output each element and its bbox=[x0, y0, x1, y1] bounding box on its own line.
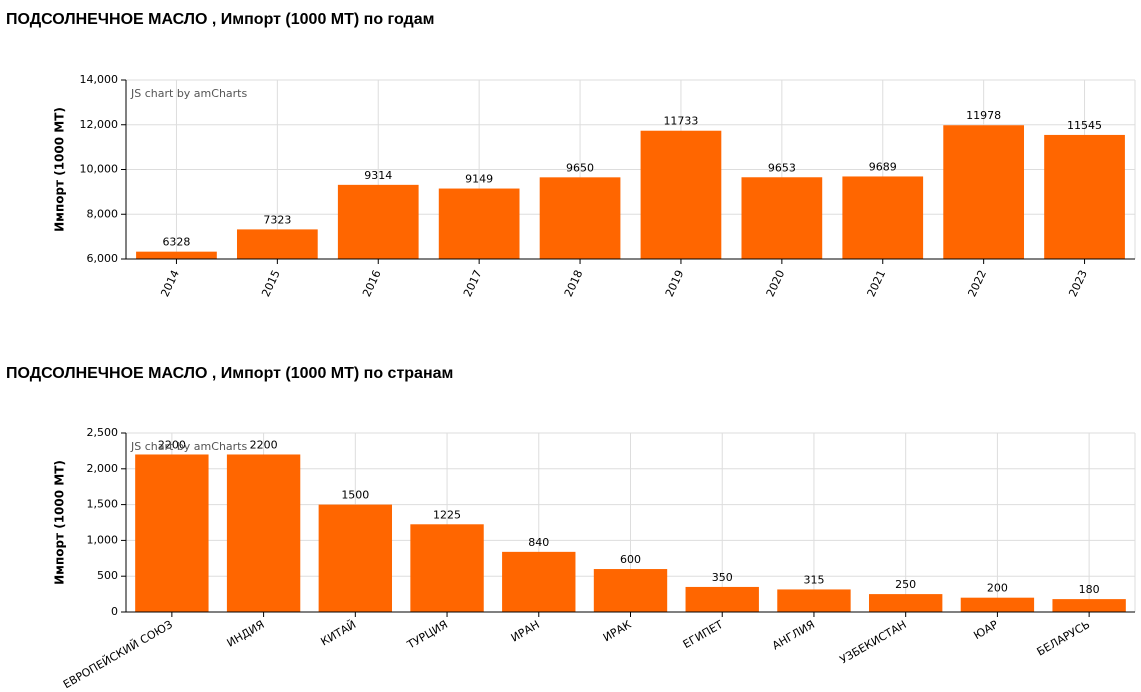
y-tick-label: 500 bbox=[97, 569, 118, 582]
x-tick-label: УЗБЕКИСТАН bbox=[838, 618, 909, 667]
value-label: 600 bbox=[620, 553, 641, 566]
value-label: 2200 bbox=[158, 438, 186, 451]
value-label: 7323 bbox=[263, 213, 291, 226]
bar bbox=[741, 177, 823, 259]
value-label: 250 bbox=[895, 578, 916, 591]
value-label: 350 bbox=[712, 571, 733, 584]
bar bbox=[960, 597, 1035, 612]
y-tick-label: 1,000 bbox=[87, 533, 119, 546]
x-tick-label: БЕЛАРУСЬ bbox=[1035, 618, 1092, 659]
x-tick-label: ИРАК bbox=[601, 618, 634, 644]
bar bbox=[1044, 134, 1125, 259]
bar bbox=[777, 589, 851, 612]
bar bbox=[502, 551, 576, 612]
x-tick-label: 2014 bbox=[158, 268, 182, 299]
y-tick-label: 0 bbox=[111, 605, 118, 618]
bar bbox=[593, 569, 668, 612]
chart-title: ПОДСОЛНЕЧНОЕ МАСЛО , Импорт (1000 МТ) по… bbox=[6, 365, 453, 382]
x-tick-label: 2015 bbox=[259, 268, 283, 299]
x-tick-label: КИТАЙ bbox=[318, 618, 358, 649]
value-label: 9689 bbox=[869, 160, 897, 173]
bar bbox=[640, 130, 722, 259]
bar bbox=[943, 125, 1025, 259]
bar bbox=[135, 454, 209, 612]
value-label: 11545 bbox=[1067, 119, 1102, 132]
value-label: 11733 bbox=[663, 115, 698, 128]
y-tick-label: 8,000 bbox=[87, 207, 119, 220]
x-tick-label: 2022 bbox=[965, 268, 989, 299]
bar bbox=[318, 504, 393, 612]
x-tick-label: ЕВРОПЕЙСКИЙ СОЮЗ bbox=[61, 618, 175, 691]
x-tick-label: АНГЛИЯ bbox=[770, 618, 817, 653]
x-tick-label: 2023 bbox=[1066, 268, 1090, 299]
value-label: 840 bbox=[528, 536, 549, 549]
x-tick-label: ИРАН bbox=[509, 618, 542, 645]
bar bbox=[868, 594, 943, 612]
y-tick-label: 12,000 bbox=[80, 118, 119, 131]
value-label: 2200 bbox=[250, 438, 278, 451]
chart: ПОДСОЛНЕЧНОЕ МАСЛО , Импорт (1000 МТ) по… bbox=[6, 11, 1136, 299]
bar bbox=[136, 251, 217, 259]
value-label: 6328 bbox=[162, 236, 190, 249]
value-label: 1225 bbox=[433, 508, 461, 521]
bar bbox=[539, 177, 621, 259]
x-tick-label: ИНДИЯ bbox=[225, 618, 267, 650]
y-axis-title: Импорт (1000 МТ) bbox=[53, 460, 67, 585]
bar bbox=[842, 176, 924, 259]
value-label: 200 bbox=[987, 582, 1008, 595]
value-label: 9149 bbox=[465, 173, 493, 186]
y-tick-label: 10,000 bbox=[80, 163, 119, 176]
x-tick-label: 2019 bbox=[663, 268, 687, 299]
y-tick-label: 1,500 bbox=[87, 498, 119, 511]
x-tick-label: ЮАР bbox=[971, 618, 1000, 642]
x-tick-label: 2017 bbox=[461, 268, 485, 299]
value-label: 180 bbox=[1079, 583, 1100, 596]
x-tick-label: ТУРЦИЯ bbox=[404, 618, 450, 652]
value-label: 9314 bbox=[364, 169, 392, 182]
bar bbox=[410, 524, 484, 612]
chart: ПОДСОЛНЕЧНОЕ МАСЛО , Импорт (1000 МТ) по… bbox=[6, 365, 1136, 691]
x-tick-label: 2018 bbox=[562, 268, 586, 299]
value-label: 11978 bbox=[966, 109, 1001, 122]
credit: JS chart by amCharts bbox=[130, 87, 247, 100]
y-tick-label: 6,000 bbox=[87, 252, 119, 265]
bar bbox=[685, 586, 759, 612]
y-tick-label: 14,000 bbox=[80, 73, 119, 86]
bar bbox=[438, 188, 520, 259]
y-axis-title: Импорт (1000 МТ) bbox=[53, 107, 67, 232]
y-tick-label: 2,000 bbox=[87, 462, 119, 475]
bar bbox=[226, 454, 301, 612]
x-tick-label: 2020 bbox=[764, 268, 788, 299]
value-label: 315 bbox=[803, 573, 824, 586]
x-tick-label: 2021 bbox=[865, 268, 889, 299]
y-tick-label: 2,500 bbox=[87, 426, 119, 439]
bar bbox=[236, 229, 318, 259]
chart-title: ПОДСОЛНЕЧНОЕ МАСЛО , Импорт (1000 МТ) по… bbox=[6, 11, 434, 28]
value-label: 9653 bbox=[768, 161, 796, 174]
x-tick-label: ЕГИПЕТ bbox=[681, 618, 726, 651]
bar bbox=[337, 184, 419, 259]
bar bbox=[1052, 599, 1126, 612]
value-label: 1500 bbox=[341, 489, 369, 502]
credit: JS chart by amCharts bbox=[130, 440, 247, 453]
value-label: 9650 bbox=[566, 161, 594, 174]
x-tick-label: 2016 bbox=[360, 268, 384, 299]
